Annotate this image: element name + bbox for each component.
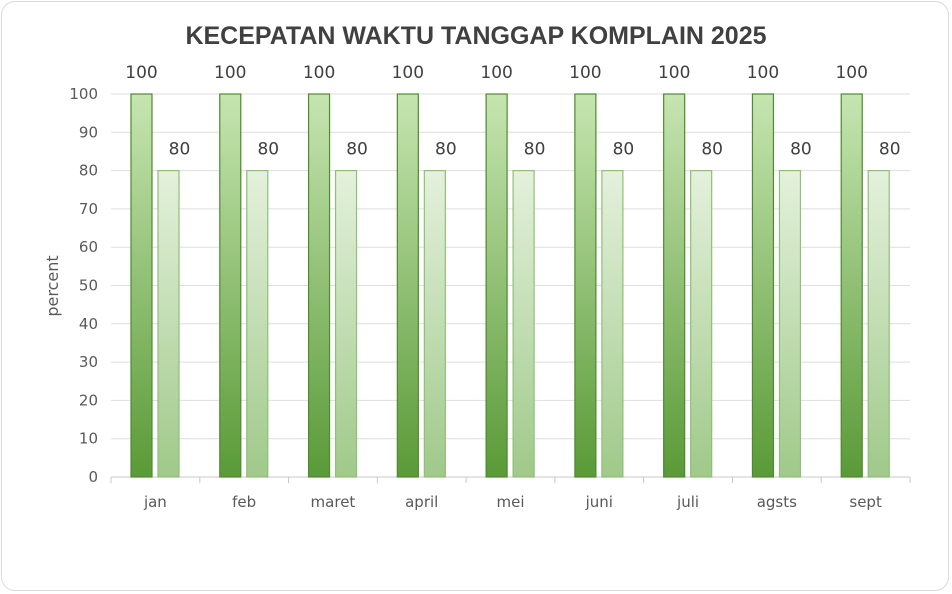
x-category-label: jan bbox=[143, 493, 167, 511]
bar bbox=[512, 170, 535, 478]
bar bbox=[663, 93, 686, 478]
bar bbox=[334, 170, 358, 478]
data-label: 80 bbox=[701, 140, 723, 160]
y-axis-label: percent bbox=[43, 255, 62, 316]
x-category-label: sept bbox=[849, 493, 882, 511]
data-label: 100 bbox=[658, 63, 690, 83]
x-category-label: feb bbox=[232, 493, 256, 511]
data-label: 100 bbox=[569, 63, 601, 83]
x-category-label: maret bbox=[311, 493, 356, 511]
bars bbox=[130, 93, 890, 478]
y-tick-label: 90 bbox=[79, 123, 98, 141]
data-label: 80 bbox=[524, 140, 546, 160]
data-label: 100 bbox=[480, 63, 512, 83]
y-tick-label: 20 bbox=[79, 391, 98, 409]
bar bbox=[307, 93, 331, 478]
y-axis-ticks: 0 10 20 30 40 50 60 70 80 90 100 bbox=[69, 85, 98, 486]
x-category-label: juni bbox=[585, 493, 613, 511]
data-label: 100 bbox=[125, 63, 157, 83]
data-label: 80 bbox=[346, 140, 368, 160]
gridlines bbox=[110, 93, 911, 483]
bar bbox=[867, 170, 890, 478]
y-tick-label: 10 bbox=[79, 430, 98, 448]
x-axis-categories: jan feb maret april mei juni juli agsts sept bbox=[143, 493, 882, 511]
y-tick-label: 80 bbox=[79, 162, 98, 180]
data-label: 80 bbox=[879, 140, 901, 160]
bar bbox=[396, 93, 419, 478]
bar bbox=[219, 93, 242, 478]
x-category-label: agsts bbox=[757, 493, 797, 511]
data-label: 80 bbox=[257, 140, 279, 160]
data-label: 100 bbox=[747, 63, 779, 83]
bar bbox=[690, 170, 713, 478]
x-category-label: april bbox=[405, 493, 438, 511]
bar bbox=[423, 170, 446, 478]
y-tick-label: 30 bbox=[79, 353, 98, 371]
y-tick-label: 100 bbox=[69, 85, 98, 103]
data-label: 80 bbox=[790, 140, 812, 160]
data-label: 80 bbox=[613, 140, 635, 160]
bar bbox=[751, 93, 775, 478]
x-category-label: juli bbox=[676, 493, 699, 511]
bar bbox=[840, 93, 863, 478]
x-category-label: mei bbox=[496, 493, 524, 511]
y-tick-label: 50 bbox=[79, 277, 98, 295]
bar bbox=[601, 170, 624, 478]
bar bbox=[778, 170, 802, 478]
bar bbox=[157, 170, 180, 478]
data-label: 80 bbox=[169, 140, 191, 160]
bar bbox=[130, 93, 153, 478]
y-tick-label: 60 bbox=[79, 238, 98, 256]
y-tick-label: 70 bbox=[79, 200, 98, 218]
data-label: 100 bbox=[214, 63, 246, 83]
data-label: 100 bbox=[835, 63, 867, 83]
bar bbox=[485, 93, 508, 478]
y-tick-label: 0 bbox=[88, 468, 98, 486]
chart-title: KECEPATAN WAKTU TANGGAP KOMPLAIN 2025 bbox=[185, 22, 766, 50]
bar bbox=[574, 93, 597, 478]
y-tick-label: 40 bbox=[79, 315, 98, 333]
data-labels: 100 80 100 80 100 80 100 80 100 80 100 80 100 80 100 80… bbox=[125, 63, 900, 160]
data-label: 80 bbox=[435, 140, 457, 160]
data-label: 100 bbox=[303, 63, 335, 83]
data-label: 100 bbox=[392, 63, 424, 83]
bar bbox=[246, 170, 269, 478]
